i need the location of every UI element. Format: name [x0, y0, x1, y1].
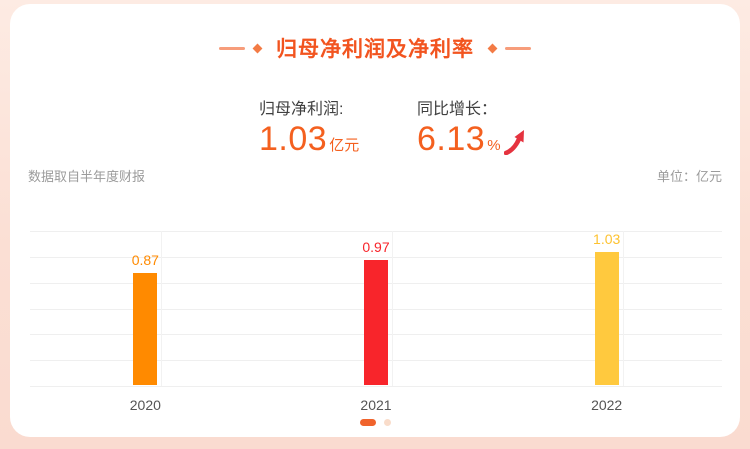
- stat-net-profit: 归母净利润: 1.03 亿元: [259, 95, 359, 158]
- pagination-dot-1[interactable]: [359, 418, 376, 426]
- vertical-gridline: [161, 231, 162, 386]
- title-decoration-diamond-left: [252, 43, 263, 53]
- stat-yoy-growth-label: 同比增长：: [417, 101, 498, 118]
- x-axis-label: 2022: [591, 397, 623, 413]
- bar-2022[interactable]: [594, 251, 619, 385]
- bar-2021[interactable]: [364, 259, 388, 385]
- unit-note: 单位：亿元: [656, 169, 722, 184]
- trend-up-arrow-icon: [503, 129, 524, 155]
- carousel-pagination: [10, 418, 740, 426]
- bar-value-label: 0.97: [362, 238, 390, 255]
- page-title: 归母净利润及净利率: [276, 38, 474, 61]
- gridline: [30, 231, 722, 232]
- bar-value-label: 0.87: [131, 251, 159, 268]
- gridline: [30, 386, 722, 387]
- stat-net-profit-value: 1.03: [259, 120, 328, 158]
- title-decoration-line-right: [505, 46, 531, 50]
- vertical-gridline: [623, 231, 624, 386]
- stat-yoy-growth-value: 6.13: [417, 120, 486, 158]
- stat-net-profit-unit: 亿元: [329, 137, 360, 154]
- stat-yoy-growth: 同比增长： 6.13 %: [417, 95, 526, 158]
- gridline: [30, 256, 722, 258]
- data-source-note: 数据取自半年度财报: [28, 169, 146, 184]
- bar-value-label: 1.03: [593, 230, 621, 247]
- chart-card: 归母净利润及净利率 归母净利润: 1.03 亿元 同比增长： 6.13 % 数据…: [10, 4, 740, 437]
- section-header: 归母净利润及净利率: [10, 37, 740, 61]
- bar-2020[interactable]: [133, 272, 158, 385]
- plot-area: 0.87 2020 0.97 2021 1.03 2022: [30, 230, 722, 413]
- x-axis-label: 2021: [360, 397, 392, 413]
- title-decoration-line-left: [219, 46, 245, 50]
- x-axis-label: 2020: [129, 397, 161, 413]
- vertical-gridline: [392, 231, 393, 386]
- pagination-dot-2[interactable]: [383, 418, 391, 426]
- stat-net-profit-label: 归母净利润:: [259, 101, 344, 118]
- title-decoration-diamond-right: [487, 43, 498, 53]
- stat-yoy-growth-unit: %: [487, 137, 501, 154]
